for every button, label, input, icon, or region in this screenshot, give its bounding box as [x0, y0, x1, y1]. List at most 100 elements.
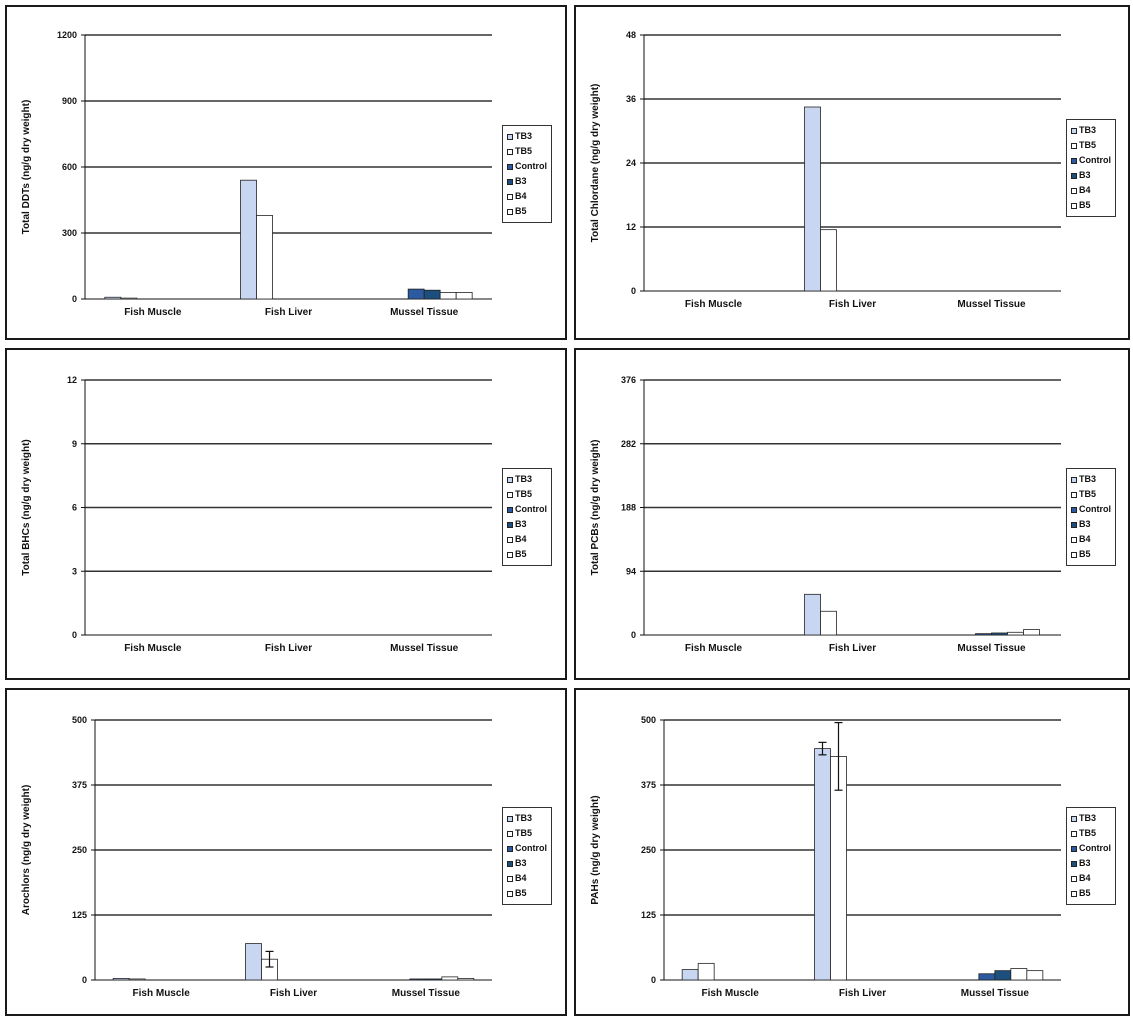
legend-label: Control — [515, 504, 547, 514]
legend-swatch — [507, 178, 513, 185]
legend-label: TB5 — [515, 489, 533, 499]
legend-swatch — [1071, 551, 1077, 558]
legend-label: TB5 — [1079, 140, 1097, 150]
legend-swatch — [507, 815, 513, 822]
y-tick-label: 48 — [626, 30, 636, 40]
legend-label: B3 — [1079, 858, 1091, 868]
legend-swatch — [507, 506, 513, 513]
legend-item: TB5 — [1071, 138, 1111, 153]
bar-tb5 — [256, 214, 273, 300]
y-tick-label: 900 — [62, 96, 77, 106]
legend-label: TB5 — [515, 146, 533, 156]
bar-tb5 — [128, 978, 146, 981]
legend-swatch — [1071, 157, 1077, 164]
legend-swatch — [1071, 172, 1077, 179]
x-category-label: Mussel Tissue — [390, 643, 459, 654]
chart-panel: 0 3 6 9 12 Total BHCs (ng/g dry weight) Fish M… — [5, 348, 567, 680]
legend-label: B3 — [1079, 170, 1091, 180]
bar-b5 — [1023, 629, 1040, 636]
chart-panel: 0 94 188 282 376 Total PCBs (ng/g dry weight)… — [574, 348, 1130, 680]
legend-label: Control — [515, 161, 547, 171]
chart-legend: TB3 TB5 Control B3 B4 B5 — [502, 125, 552, 223]
legend-swatch — [507, 830, 513, 837]
legend-item: TB3 — [507, 129, 547, 144]
x-category-label: Fish Liver — [839, 988, 886, 999]
y-tick-label: 125 — [72, 910, 87, 920]
bar-b4 — [439, 291, 457, 300]
legend-label: Control — [515, 843, 547, 853]
legend-item: Control — [507, 502, 547, 517]
legend-item: TB3 — [507, 811, 547, 826]
chart-legend: TB3 TB5 Control B3 B4 B5 — [1066, 807, 1116, 905]
legend-label: B4 — [1079, 873, 1091, 883]
legend-item: B4 — [1071, 532, 1111, 547]
legend-item: TB3 — [507, 472, 547, 487]
chart-svg: 0 3 6 9 12 Total BHCs (ng/g dry weight) Fish M… — [21, 375, 492, 654]
bar-b3 — [991, 632, 1008, 636]
legend-swatch — [1071, 845, 1077, 852]
legend-item: B5 — [1071, 886, 1111, 901]
legend-label: TB3 — [515, 131, 533, 141]
chart-svg: 0 94 188 282 376 Total PCBs (ng/g dry weight)… — [590, 375, 1061, 654]
bar-b3 — [423, 289, 441, 300]
legend-label: TB5 — [515, 828, 533, 838]
chart-legend: TB3 TB5 Control B3 B4 B5 — [502, 807, 552, 905]
y-tick-label: 0 — [631, 286, 636, 296]
y-tick-label: 376 — [621, 375, 636, 385]
legend-label: B5 — [1079, 549, 1091, 559]
legend-swatch — [507, 193, 513, 200]
legend-swatch — [507, 536, 513, 543]
legend-swatch — [1071, 815, 1077, 822]
y-tick-label: 600 — [62, 162, 77, 172]
bar-tb3 — [240, 179, 257, 300]
legend-swatch — [1071, 521, 1077, 528]
legend-swatch — [1071, 476, 1077, 483]
legend-swatch — [507, 890, 513, 897]
y-tick-label: 6 — [72, 503, 77, 513]
y-axis-label: Total Chlordane (ng/g dry weight) — [590, 84, 601, 243]
y-tick-label: 0 — [631, 630, 636, 640]
legend-label: TB3 — [1079, 125, 1097, 135]
legend-item: TB3 — [1071, 811, 1111, 826]
legend-label: B3 — [515, 858, 527, 868]
y-tick-label: 0 — [82, 975, 87, 985]
legend-item: TB5 — [507, 826, 547, 841]
legend-label: B3 — [515, 519, 527, 529]
legend-label: B5 — [515, 888, 527, 898]
x-category-label: Fish Liver — [265, 643, 312, 654]
legend-label: Control — [1079, 504, 1111, 514]
chart-legend: TB3 TB5 Control B3 B4 B5 — [1066, 468, 1116, 566]
legend-item: B4 — [507, 532, 547, 547]
bar-tb5 — [820, 229, 837, 292]
y-tick-label: 0 — [72, 630, 77, 640]
legend-label: B4 — [515, 191, 527, 201]
legend-label: B4 — [515, 873, 527, 883]
legend-label: TB3 — [515, 813, 533, 823]
chart-svg: 0 125 250 375 500 Arochlors (ng/g dry weight)… — [21, 715, 492, 999]
y-tick-label: 188 — [621, 503, 636, 513]
y-axis-label: Total PCBs (ng/g dry weight) — [590, 440, 601, 576]
legend-item: B3 — [1071, 517, 1111, 532]
legend-swatch — [1071, 830, 1077, 837]
bar-b5 — [455, 291, 473, 300]
y-tick-label: 36 — [626, 94, 636, 104]
y-axis-label: Total BHCs (ng/g dry weight) — [21, 439, 32, 575]
y-tick-label: 0 — [651, 975, 656, 985]
bar-tb3 — [112, 978, 130, 981]
chart-legend: TB3 TB5 Control B3 B4 B5 — [502, 468, 552, 566]
chart-panel: 0 125 250 375 500 Arochlors (ng/g dry weight)… — [5, 688, 567, 1016]
chart-panel: 0 300 600 900 1200 Total DDTs (ng/g dry weigh… — [5, 5, 567, 340]
y-tick-label: 9 — [72, 439, 77, 449]
legend-item: B5 — [507, 886, 547, 901]
bar-tb5 — [820, 610, 837, 636]
x-category-label: Fish Liver — [270, 988, 317, 999]
legend-item: B3 — [1071, 168, 1111, 183]
bar-b4 — [441, 976, 459, 981]
legend-item: B4 — [507, 189, 547, 204]
legend-item: B5 — [507, 204, 547, 219]
legend-item: Control — [507, 159, 547, 174]
legend-item: TB5 — [1071, 826, 1111, 841]
x-category-label: Mussel Tissue — [390, 307, 459, 318]
x-category-label: Fish Muscle — [133, 988, 191, 999]
legend-swatch — [507, 521, 513, 528]
